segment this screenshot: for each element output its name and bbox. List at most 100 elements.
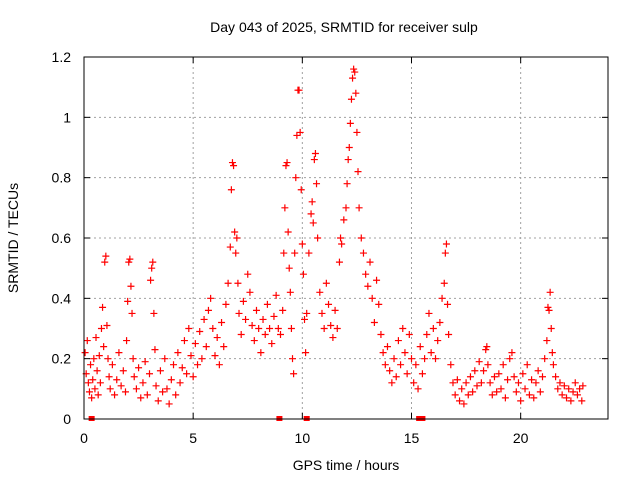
- data-point: [310, 156, 318, 164]
- data-point: [347, 95, 355, 103]
- data-point: [549, 361, 557, 369]
- x-tick-label: 5: [189, 430, 197, 446]
- data-point: [441, 249, 449, 257]
- data-point: [83, 337, 91, 345]
- data-point: [280, 249, 288, 257]
- y-tick-label: 0.6: [52, 230, 72, 246]
- data-point: [421, 355, 429, 363]
- data-point: [403, 370, 411, 378]
- data-point: [519, 370, 527, 378]
- data-point: [525, 391, 533, 399]
- data-point: [224, 279, 232, 287]
- data-point: [469, 388, 477, 396]
- data-point: [289, 355, 297, 363]
- data-point: [194, 361, 202, 369]
- data-point: [172, 391, 180, 399]
- data-point: [401, 349, 409, 357]
- data-point: [355, 204, 363, 212]
- data-point: [556, 379, 564, 387]
- data-point: [451, 391, 459, 399]
- data-point: [399, 325, 407, 332]
- data-point: [337, 234, 345, 242]
- data-point: [392, 373, 400, 381]
- data-point: [215, 361, 223, 369]
- x-axis-label: GPS time / hours: [293, 457, 400, 473]
- x-tick-label: 20: [513, 430, 529, 446]
- data-point: [156, 367, 164, 375]
- x-tick-label: 10: [295, 430, 311, 446]
- data-point: [569, 388, 577, 396]
- data-point: [301, 315, 309, 323]
- data-point: [113, 376, 121, 384]
- data-point: [252, 306, 260, 314]
- data-point: [124, 297, 132, 305]
- data-point: [257, 349, 265, 357]
- data-point: [279, 306, 287, 314]
- data-point: [331, 306, 339, 314]
- data-point: [541, 355, 549, 363]
- data-point: [475, 358, 483, 366]
- data-point: [176, 379, 184, 387]
- data-point: [408, 355, 415, 363]
- data-point: [84, 379, 92, 387]
- data-point: [270, 312, 278, 320]
- data-point: [532, 379, 540, 387]
- data-point: [123, 337, 131, 345]
- data-point: [539, 373, 546, 381]
- data-point: [357, 234, 365, 242]
- data-point: [571, 379, 579, 387]
- data-point: [368, 294, 376, 302]
- data-point: [178, 364, 186, 372]
- data-point: [351, 68, 359, 76]
- data-point: [521, 385, 529, 393]
- data-point: [183, 370, 191, 378]
- data-point: [565, 385, 573, 393]
- data-point: [375, 300, 383, 308]
- data-point: [473, 382, 481, 390]
- data-point: [486, 379, 494, 387]
- data-point: [292, 174, 300, 182]
- data-point: [432, 355, 440, 363]
- data-point: [161, 355, 169, 363]
- data-point: [573, 391, 581, 399]
- data-point: [464, 391, 472, 399]
- data-point: [429, 325, 437, 332]
- data-point: [442, 240, 450, 248]
- data-point: [99, 303, 107, 311]
- data-point: [102, 252, 110, 260]
- x-tick-label: 15: [404, 430, 420, 446]
- data-point: [534, 367, 542, 375]
- data-point: [105, 373, 113, 381]
- data-point: [545, 306, 553, 314]
- chart-title: Day 043 of 2025, SRMTID for receiver sul…: [210, 19, 478, 35]
- data-point: [299, 270, 307, 278]
- data-point: [103, 321, 111, 329]
- data-point: [370, 318, 378, 326]
- data-point: [170, 361, 178, 369]
- data-point: [547, 325, 555, 332]
- data-point: [119, 367, 127, 375]
- data-point: [548, 349, 556, 357]
- data-point: [484, 361, 492, 369]
- data-point: [185, 325, 193, 332]
- data-point: [425, 309, 433, 317]
- data-point: [92, 334, 100, 342]
- data-point: [536, 388, 544, 396]
- data-point: [137, 394, 145, 402]
- data-point: [499, 361, 507, 369]
- data-point: [523, 361, 531, 369]
- data-point: [460, 400, 468, 408]
- data-point: [309, 219, 317, 227]
- data-point: [379, 349, 387, 357]
- data-point: [242, 315, 250, 323]
- data-point: [530, 394, 538, 402]
- data-point: [305, 249, 313, 257]
- y-axis-label: SRMTID / TECUs: [5, 183, 21, 293]
- data-point: [281, 204, 289, 212]
- data-point: [325, 300, 333, 308]
- data-points: [81, 65, 587, 408]
- data-point: [165, 400, 173, 408]
- data-point: [558, 391, 566, 399]
- data-point: [126, 255, 134, 263]
